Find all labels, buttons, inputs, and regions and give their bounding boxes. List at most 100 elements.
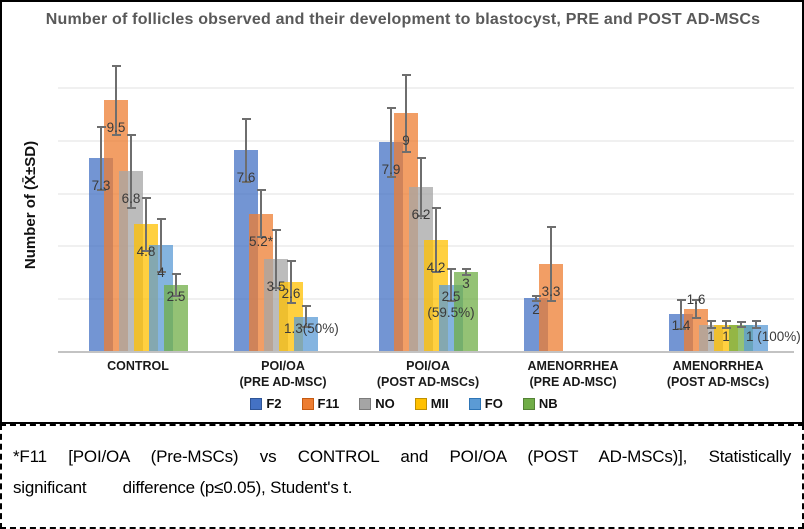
- legend-label-f2: F2: [266, 396, 282, 411]
- bar-fo: [744, 324, 768, 351]
- bar-value-label: 1: [707, 328, 715, 344]
- error-bar: [275, 229, 277, 288]
- error-bar: [160, 219, 162, 272]
- error-bar-cap-top: [721, 320, 731, 323]
- legend-label-f11: F11: [317, 396, 340, 411]
- footnote-line-1: *F11 [POI/OA (Pre-MSCs) vs CONTROL and P…: [13, 447, 791, 466]
- bar-value-label: 6.8: [121, 191, 141, 207]
- error-bar-cap-top: [271, 228, 281, 231]
- footnote-line-2: significant difference (p≤0.05), Student…: [13, 478, 353, 498]
- legend-item-nb: NB: [522, 396, 558, 411]
- bar-value-label: 6.2: [411, 207, 431, 223]
- error-bar: [755, 321, 757, 328]
- bar-value-label: 7.9: [381, 162, 401, 178]
- bar-value-label: 2.6: [281, 286, 301, 302]
- error-bar-cap-bottom: [286, 302, 296, 305]
- category-label: AMENORRHEA (POST AD-MSCs): [633, 358, 803, 391]
- error-bar-cap-top: [446, 268, 456, 271]
- bar-value-label: 2.5 (59.5%): [427, 289, 475, 320]
- legend-swatch-f11: [301, 397, 314, 410]
- error-bar: [115, 65, 117, 135]
- bar-value-label: 7.3: [91, 178, 111, 194]
- bar-value-label: 3.3: [541, 283, 561, 299]
- chart-area: Number of follicles observed and their d…: [0, 0, 804, 424]
- error-bar: [680, 299, 682, 329]
- error-bar-cap-top: [241, 117, 251, 120]
- error-bar-cap-top: [691, 298, 701, 301]
- category-label-line: (POST AD-MSCs): [376, 375, 480, 390]
- error-bar-cap-bottom: [126, 207, 136, 210]
- error-bar: [465, 268, 467, 275]
- error-bar-cap-top: [286, 260, 296, 263]
- legend-label-nb: NB: [538, 396, 558, 411]
- error-bar: [695, 299, 697, 318]
- legend-swatch-f2: [250, 397, 263, 410]
- error-bar: [535, 295, 537, 301]
- bar-value-label: 4: [157, 265, 165, 281]
- legend-item-f2: F2: [250, 396, 282, 411]
- bar-value-label: 3.5: [266, 278, 286, 294]
- bar-value-label: 2.5: [166, 289, 186, 304]
- error-bar-cap-bottom: [676, 327, 686, 330]
- bar-value-label: 4.8: [136, 244, 156, 260]
- error-bar-cap-top: [96, 125, 106, 128]
- error-bar: [725, 321, 727, 328]
- chart-title: Number of follicles observed and their d…: [45, 11, 761, 28]
- category-label-line: (POST AD-MSCs): [666, 375, 770, 390]
- legend-swatch-no: [359, 397, 372, 410]
- error-bar-cap-top: [111, 64, 121, 67]
- category-label: POI/OA (PRE AD-MSC): [198, 358, 368, 391]
- bar-value-label: 2: [532, 302, 540, 318]
- footnote-box: *F11 [POI/OA (Pre-MSCs) vs CONTROL and P…: [0, 424, 804, 529]
- error-bar-cap-bottom: [416, 215, 426, 218]
- error-bar: [390, 108, 392, 177]
- legend-label-mii: MII: [430, 396, 449, 411]
- category-label-line: (PRE AD-MSC): [239, 375, 327, 390]
- error-bar-cap-bottom: [446, 299, 456, 302]
- category-label-line: POI/OA: [261, 359, 305, 373]
- error-bar-cap-bottom: [461, 273, 471, 276]
- bar-value-label: 5.2*: [248, 233, 274, 249]
- y-axis-label: Number of (X̄±SD): [22, 140, 39, 270]
- error-bar-cap-bottom: [401, 150, 411, 153]
- error-bar-cap-bottom: [256, 236, 266, 239]
- error-bar-cap-bottom: [141, 249, 151, 252]
- legend-item-fo: FO: [468, 396, 503, 411]
- error-bar-cap-top: [256, 188, 266, 191]
- error-bar-cap-bottom: [706, 326, 716, 329]
- error-bar-cap-bottom: [546, 299, 556, 302]
- bar-value-label: 9: [402, 133, 410, 149]
- error-bar-cap-top: [546, 225, 556, 228]
- legend-swatch-mii: [414, 397, 427, 410]
- error-bar: [550, 226, 552, 301]
- error-bar: [145, 197, 147, 251]
- legend-item-mii: MII: [414, 396, 449, 411]
- legend: F2 F11 NO MII FO NB: [152, 396, 656, 411]
- error-bar-cap-top: [156, 218, 166, 220]
- error-bar-cap-top: [171, 273, 181, 276]
- error-bar: [175, 274, 177, 296]
- category-label-line: POI/OA: [406, 359, 450, 373]
- error-bar-cap-bottom: [171, 294, 181, 297]
- gridline: [58, 87, 794, 89]
- legend-swatch-fo: [468, 397, 481, 410]
- bar-value-label: 9.5: [106, 120, 126, 136]
- error-bar-cap-bottom: [531, 299, 541, 302]
- legend-label-no: NO: [375, 396, 395, 411]
- bar-value-label: 1 (100%): [746, 328, 801, 344]
- error-bar: [100, 126, 102, 190]
- error-bar-cap-bottom: [431, 270, 441, 273]
- category-label-line: CONTROL: [107, 359, 169, 373]
- error-bar-cap-top: [301, 305, 311, 308]
- error-bar-cap-bottom: [156, 270, 166, 273]
- error-bar-cap-top: [676, 298, 686, 301]
- error-bar: [450, 269, 452, 301]
- error-bar-cap-bottom: [271, 286, 281, 289]
- legend-item-no: NO: [359, 396, 395, 411]
- error-bar: [435, 208, 437, 272]
- error-bar-cap-top: [461, 267, 471, 270]
- bar-value-label: 1.4: [671, 318, 691, 334]
- category-label-line: AMENORRHEA: [672, 359, 764, 373]
- legend-item-f11: F11: [301, 396, 340, 411]
